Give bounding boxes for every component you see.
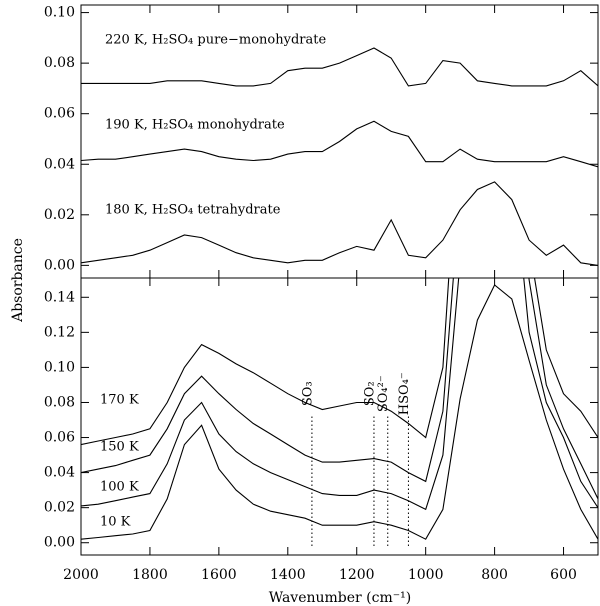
y-tick-label: 0.12 — [44, 324, 75, 340]
y-axis-label: Absorbance — [10, 238, 26, 323]
y-tick-label: 0.00 — [44, 535, 75, 551]
series-label: 150 K — [100, 440, 139, 455]
plot-area — [81, 47, 598, 266]
series-label: 100 K — [100, 480, 139, 495]
x-tick-label: 600 — [550, 567, 577, 583]
spectrum-line — [81, 284, 598, 540]
series-label: 180 K, H₂SO₄ tetrahydrate — [105, 203, 281, 218]
y-tick-label: 0.04 — [44, 465, 75, 481]
series-label: 190 K, H₂SO₄ monohydrate — [105, 118, 285, 133]
y-tick-label: 0.00 — [44, 257, 75, 273]
x-tick-label: 2000 — [63, 567, 99, 583]
plot-frame — [80, 277, 599, 556]
spectrum-line — [81, 181, 598, 266]
marker-label: HSO₄⁻ — [397, 372, 412, 415]
y-tick-label: 0.10 — [44, 5, 75, 21]
series-label: 10 K — [100, 515, 131, 530]
x-tick-label: 1000 — [408, 567, 444, 583]
marker-label: SO₂ — [362, 381, 377, 406]
spectrum-line — [81, 278, 598, 500]
y-tick-label: 0.06 — [44, 106, 75, 122]
spectrum-line — [81, 278, 598, 511]
marker-label: SO₃ — [300, 381, 315, 406]
x-axis-label: Wavenumber (cm⁻¹) — [269, 590, 411, 606]
x-tick-label: 800 — [481, 567, 508, 583]
series-label: 220 K, H₂SO₄ pure−monohydrate — [105, 33, 326, 48]
y-tick-label: 0.06 — [44, 430, 75, 446]
y-tick-label: 0.08 — [44, 55, 75, 71]
x-tick-label: 1200 — [339, 567, 375, 583]
plot-area — [81, 278, 598, 547]
x-tick-label: 1800 — [132, 567, 168, 583]
spectrum-line — [81, 278, 598, 446]
marker-label: SO₄²⁻ — [376, 375, 391, 412]
x-tick-label: 1400 — [270, 567, 306, 583]
y-tick-label: 0.08 — [44, 394, 75, 410]
y-tick-label: 0.02 — [44, 500, 75, 516]
y-tick-label: 0.10 — [44, 359, 75, 375]
series-label: 170 K — [100, 393, 139, 408]
spectrum-line — [81, 120, 598, 168]
y-tick-label: 0.04 — [44, 156, 75, 172]
y-tick-label: 0.02 — [44, 207, 75, 223]
x-tick-label: 1600 — [201, 567, 237, 583]
spectrum-line — [81, 47, 598, 87]
y-tick-label: 0.14 — [44, 289, 75, 305]
